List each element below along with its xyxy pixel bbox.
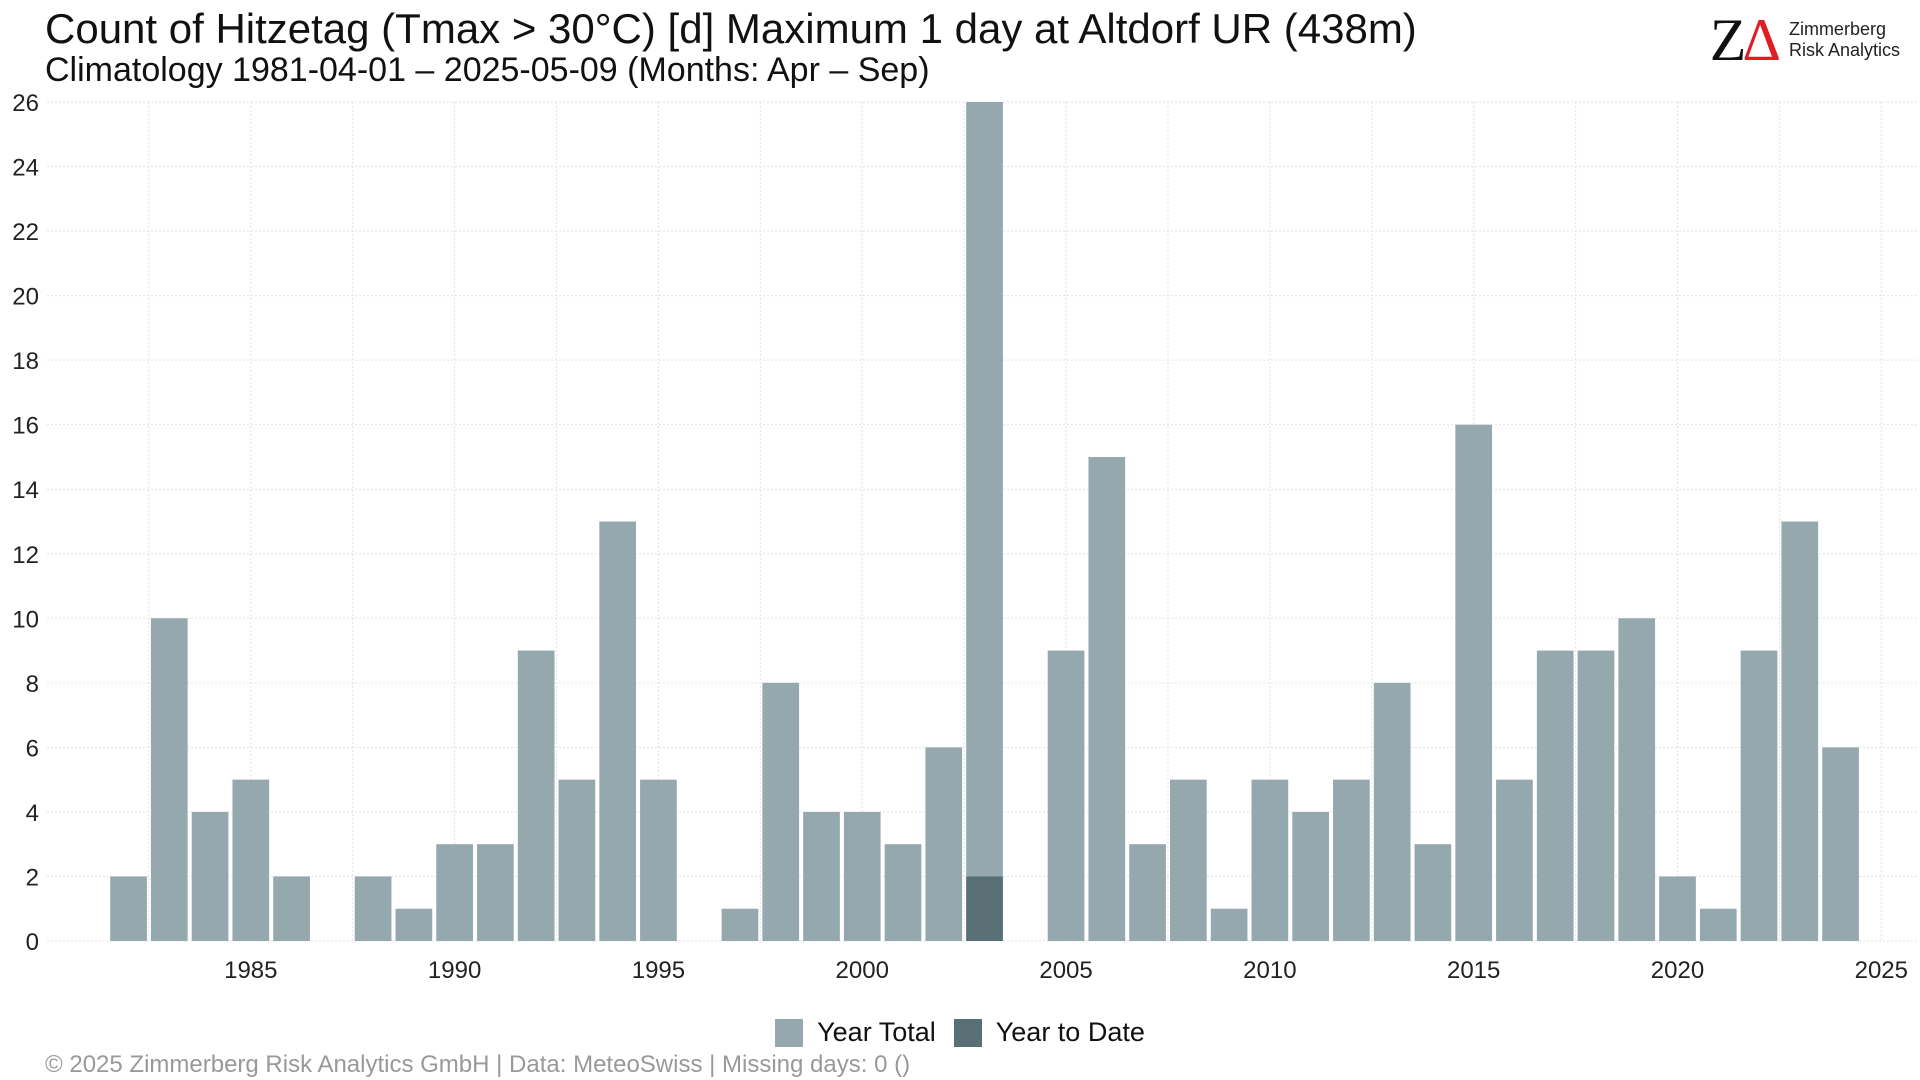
legend-label-year-to-date: Year to Date bbox=[995, 1017, 1145, 1047]
bar-year-total-2013 bbox=[1373, 682, 1411, 941]
y-tick-label: 10 bbox=[12, 606, 39, 633]
chart-legend: Year Total Year to Date bbox=[0, 1017, 1920, 1048]
x-tick-label: 2020 bbox=[1651, 957, 1704, 984]
bar-year-total-2021 bbox=[1699, 908, 1737, 941]
y-tick-label: 0 bbox=[26, 929, 39, 956]
bar-year-total-2003 bbox=[966, 102, 1003, 941]
x-tick-label: 1990 bbox=[428, 957, 481, 984]
legend-item-year-to-date: Year to Date bbox=[953, 1017, 1145, 1048]
bar-year-total-2012 bbox=[1333, 779, 1370, 941]
bar-year-total-2008 bbox=[1170, 779, 1207, 941]
bar-year-total-2014 bbox=[1414, 844, 1452, 941]
bar-year-total-1982 bbox=[110, 876, 147, 941]
chart-subtitle: Climatology 1981-04-01 – 2025-05-09 (Mon… bbox=[45, 51, 930, 89]
x-tick-label: 1995 bbox=[632, 957, 685, 984]
footer-credit: © 2025 Zimmerberg Risk Analytics GmbH | … bbox=[45, 1051, 911, 1078]
y-tick-label: 20 bbox=[12, 284, 39, 311]
x-tick-label: 2000 bbox=[836, 957, 889, 984]
bar-year-total-2015 bbox=[1455, 424, 1493, 941]
logo-text-line2: Risk Analytics bbox=[1788, 40, 1900, 60]
bar-year-total-2002 bbox=[925, 747, 963, 941]
bar-year-total-2020 bbox=[1659, 876, 1696, 941]
x-tick-label: 1985 bbox=[224, 957, 277, 984]
bar-year-total-1990 bbox=[436, 844, 473, 941]
bar-year-total-1985 bbox=[232, 779, 270, 941]
bar-year-total-1999 bbox=[803, 811, 840, 941]
legend-swatch-year-total bbox=[775, 1018, 804, 1047]
chart-title: Count of Hitzetag (Tmax > 30°C) [d] Maxi… bbox=[45, 5, 1417, 52]
x-tick-label: 2010 bbox=[1243, 957, 1296, 984]
bar-year-total-1992 bbox=[517, 650, 555, 941]
y-tick-label: 8 bbox=[26, 671, 39, 698]
y-tick-label: 18 bbox=[12, 348, 39, 375]
bar-year-total-2011 bbox=[1292, 811, 1329, 941]
y-tick-label: 22 bbox=[12, 219, 39, 246]
logo-delta: Δ bbox=[1742, 7, 1781, 73]
bar-year-total-2023 bbox=[1781, 521, 1819, 941]
bar-year-total-2024 bbox=[1822, 747, 1859, 941]
bar-year-total-1993 bbox=[558, 779, 596, 941]
bar-year-to-date-2003 bbox=[966, 876, 1003, 941]
legend-item-year-total: Year Total bbox=[775, 1017, 936, 1048]
logo-text-line1: Zimmerberg bbox=[1788, 19, 1886, 40]
bar-year-total-2006 bbox=[1088, 456, 1126, 941]
y-tick-label: 16 bbox=[12, 413, 39, 440]
y-tick-label: 12 bbox=[12, 542, 39, 569]
bar-year-total-2005 bbox=[1047, 650, 1085, 941]
x-tick-label: 2005 bbox=[1039, 957, 1092, 984]
bar-year-total-2010 bbox=[1251, 779, 1289, 941]
y-tick-label: 4 bbox=[26, 800, 39, 827]
company-logo: Z Δ Zimmerberg Risk Analytics bbox=[1710, 10, 1900, 70]
logo-text: Zimmerberg Risk Analytics bbox=[1789, 19, 1900, 60]
legend-label-year-total: Year Total bbox=[817, 1017, 936, 1047]
y-tick-label: 24 bbox=[12, 155, 39, 182]
bar-year-total-2018 bbox=[1577, 650, 1615, 941]
x-tick-label: 2015 bbox=[1447, 957, 1500, 984]
y-tick-label: 14 bbox=[12, 477, 39, 504]
bar-year-total-2009 bbox=[1210, 908, 1248, 941]
bar-year-total-1997 bbox=[721, 908, 759, 941]
bar-year-total-2000 bbox=[843, 811, 881, 941]
bar-year-total-2007 bbox=[1129, 844, 1166, 941]
bar-year-total-1991 bbox=[477, 844, 514, 941]
x-axis-ticks: 1985 1990 1995 2000 2005 2010 2015 2020 2025 bbox=[224, 957, 1908, 984]
bar-year-total-1986 bbox=[273, 876, 310, 941]
bar-year-total-1989 bbox=[395, 908, 433, 941]
x-tick-label: 2025 bbox=[1855, 957, 1908, 984]
y-tick-label: 2 bbox=[26, 864, 39, 891]
y-tick-label: 6 bbox=[26, 735, 39, 762]
y-tick-label: 26 bbox=[12, 90, 39, 117]
bars-layer bbox=[110, 102, 1859, 941]
bar-year-total-2017 bbox=[1536, 650, 1574, 941]
bar-year-total-1983 bbox=[150, 618, 188, 941]
bar-year-total-1995 bbox=[640, 779, 677, 941]
bar-year-total-1984 bbox=[191, 811, 229, 941]
bar-year-total-1998 bbox=[762, 682, 800, 941]
bar-year-total-1988 bbox=[354, 876, 392, 941]
bar-year-total-2016 bbox=[1496, 779, 1533, 941]
logo-mark: Z Δ bbox=[1710, 10, 1781, 70]
bar-year-total-2001 bbox=[884, 844, 922, 941]
logo-z: Z bbox=[1709, 7, 1747, 73]
bar-year-total-1994 bbox=[599, 521, 637, 941]
legend-swatch-year-to-date bbox=[953, 1018, 982, 1047]
bar-year-total-2019 bbox=[1618, 618, 1656, 941]
bar-year-total-2022 bbox=[1740, 650, 1778, 941]
